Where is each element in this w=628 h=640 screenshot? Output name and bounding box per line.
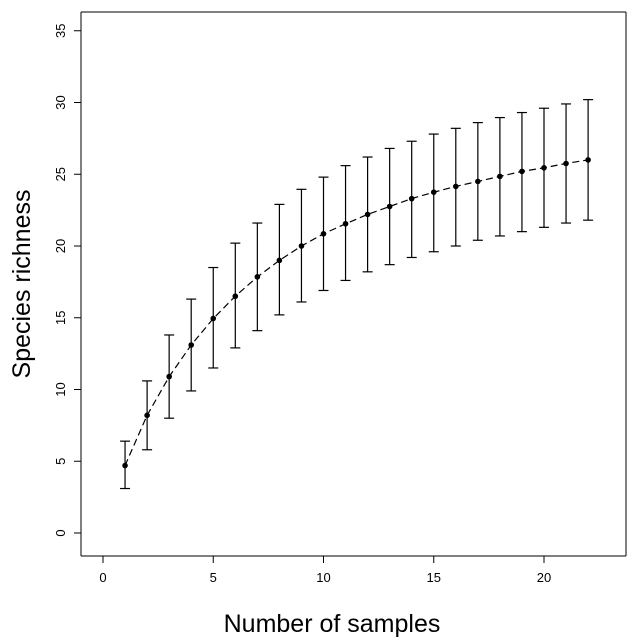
y-tick-label: 30 [53, 95, 68, 109]
data-point [166, 373, 172, 380]
y-axis: 0 5 10 15 20 25 30 35 [53, 24, 81, 537]
data-point [144, 412, 150, 419]
data-point [519, 168, 525, 175]
data-point [497, 173, 503, 180]
data-point [585, 157, 591, 163]
y-tick-label: 20 [53, 239, 68, 253]
data-point [430, 189, 437, 195]
data-point [276, 257, 283, 264]
error-bars [120, 99, 594, 490]
data-point [453, 183, 459, 190]
y-tick-label: 25 [53, 167, 68, 181]
y-tick-label: 35 [53, 24, 68, 38]
data-point [364, 211, 371, 218]
data-point [188, 342, 194, 348]
x-tick-label: 20 [537, 570, 551, 585]
fitted-curve [124, 159, 589, 466]
data-point [342, 220, 349, 227]
x-tick-label: 5 [210, 570, 217, 585]
y-axis-title: Species richness [8, 190, 36, 379]
y-tick-label: 5 [53, 458, 68, 465]
y-tick-label: 15 [53, 311, 68, 325]
data-point [386, 203, 393, 210]
data-point [541, 164, 547, 171]
y-tick-label: 10 [53, 382, 68, 396]
x-tick-label: 15 [427, 570, 441, 585]
data-point [254, 274, 261, 280]
x-tick-label: 0 [99, 570, 106, 585]
data-point [298, 243, 305, 249]
data-point [122, 462, 128, 469]
y-tick-label: 0 [53, 529, 68, 536]
data-points [122, 157, 591, 469]
data-point [475, 178, 481, 185]
data-point [563, 160, 569, 167]
plot-frame [80, 11, 627, 557]
x-tick-label: 10 [316, 570, 330, 585]
data-point [408, 195, 415, 202]
x-axis: 0 5 10 15 20 [99, 556, 551, 585]
x-axis-title: Number of samples [224, 610, 441, 638]
data-point [210, 315, 217, 322]
data-point [232, 293, 239, 300]
data-point [320, 231, 327, 237]
